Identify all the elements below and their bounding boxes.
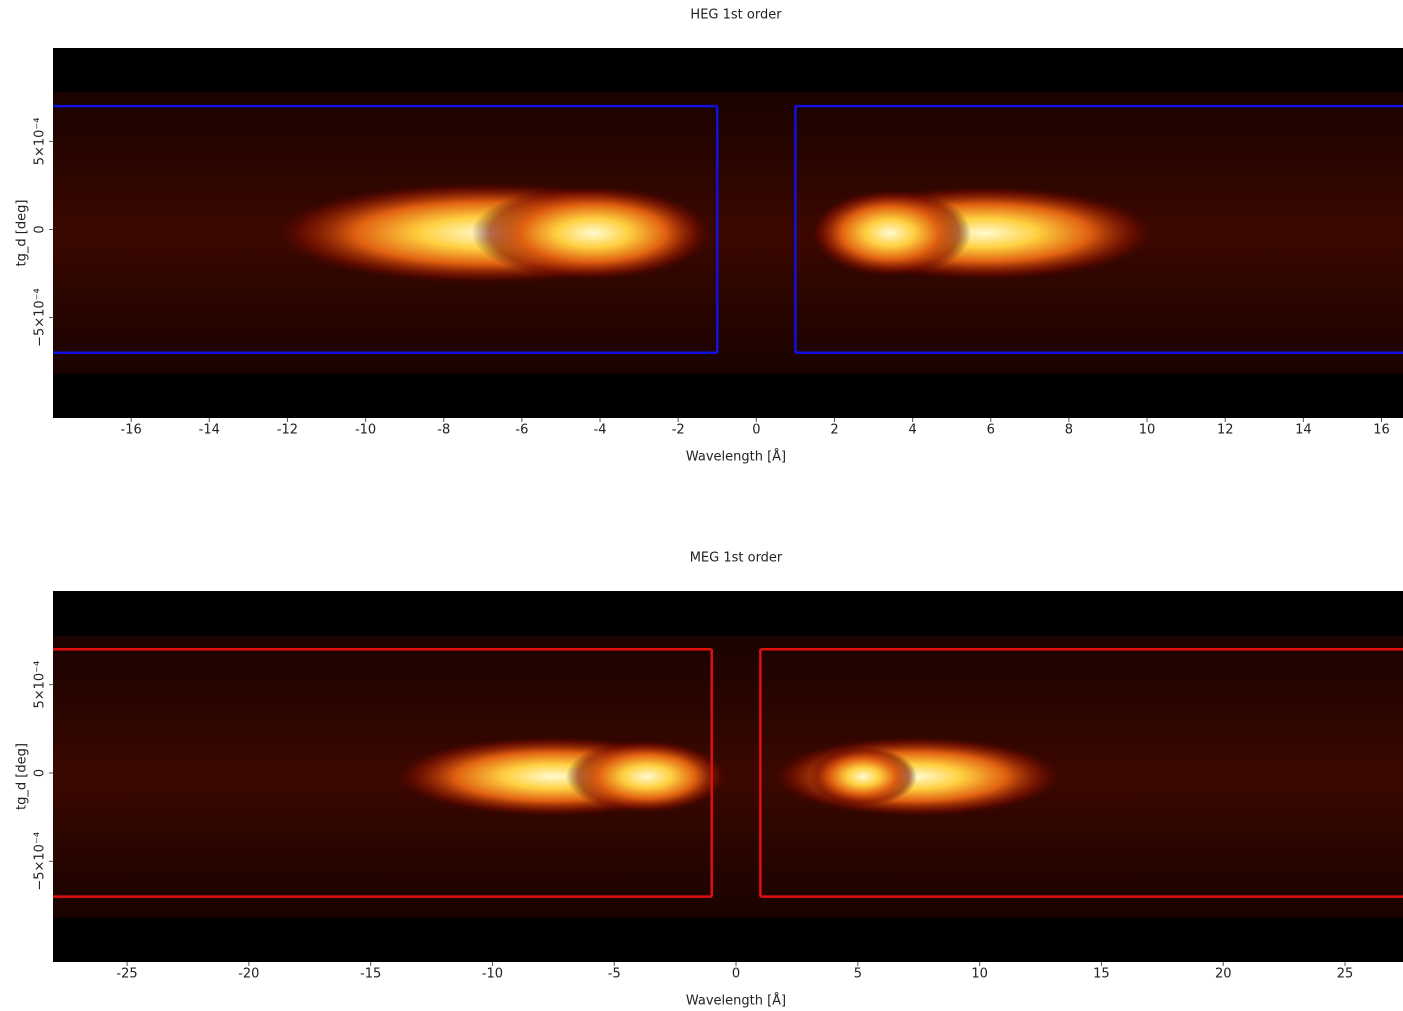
x-tick-label: -12 [277, 423, 298, 438]
chart-title: MEG 1st order [690, 551, 783, 566]
x-tick-label: -5 [608, 967, 621, 982]
x-tick-label: 0 [732, 967, 740, 982]
heatmap [53, 591, 1403, 962]
x-tick-label: 20 [1215, 967, 1232, 982]
chart-title: HEG 1st order [690, 8, 782, 23]
x-tick-label: -4 [594, 423, 607, 438]
heatmap-glow [809, 188, 971, 278]
x-tick-label: -16 [121, 423, 142, 438]
y-axis-label: tg_d [deg] [15, 743, 30, 810]
x-tick-label: -20 [238, 967, 259, 982]
heatmap-glow [809, 746, 917, 807]
heatmap-haze [53, 92, 1403, 374]
x-tick-label: 12 [1217, 423, 1234, 438]
heatmap-glow [566, 739, 728, 814]
heatmap-glow [471, 184, 715, 282]
x-tick-label: -2 [672, 423, 685, 438]
x-tick-label: -8 [437, 423, 450, 438]
x-tick-label: -10 [355, 423, 376, 438]
y-axis-label: tg_d [deg] [15, 200, 30, 267]
x-tick-label: 25 [1337, 967, 1354, 982]
y-tick-label: 5×10⁻⁴ [33, 661, 48, 709]
x-tick-label: 2 [830, 423, 838, 438]
region-box [794, 104, 1403, 355]
x-tick-label: 0 [752, 423, 760, 438]
y-tick-label: 0 [33, 225, 48, 233]
x-tick-label: 4 [908, 423, 916, 438]
x-tick-label: 10 [971, 967, 988, 982]
x-tick-label: 8 [1065, 423, 1073, 438]
x-tick-label: -10 [482, 967, 503, 982]
x-tick-label: 15 [1093, 967, 1110, 982]
x-tick-label: -15 [360, 967, 381, 982]
x-tick-label: 6 [987, 423, 995, 438]
x-tick-label: 16 [1373, 423, 1390, 438]
x-axis-label: Wavelength [Å] [686, 993, 786, 1009]
x-tick-label: -14 [199, 423, 220, 438]
region-box [53, 648, 713, 898]
region-box [53, 104, 719, 355]
heatmap [53, 48, 1403, 418]
region-box [759, 648, 1403, 898]
y-tick-label: −5×10⁻⁴ [33, 288, 48, 347]
x-axis-label: Wavelength [Å] [686, 449, 786, 465]
y-tick-label: 0 [33, 769, 48, 777]
x-tick-label: 5 [854, 967, 862, 982]
y-tick-label: −5×10⁻⁴ [33, 832, 48, 891]
x-tick-label: 14 [1295, 423, 1312, 438]
y-tick-label: 5×10⁻⁴ [33, 117, 48, 165]
x-tick-label: 10 [1139, 423, 1156, 438]
x-tick-label: -6 [515, 423, 528, 438]
x-tick-label: -25 [116, 967, 137, 982]
